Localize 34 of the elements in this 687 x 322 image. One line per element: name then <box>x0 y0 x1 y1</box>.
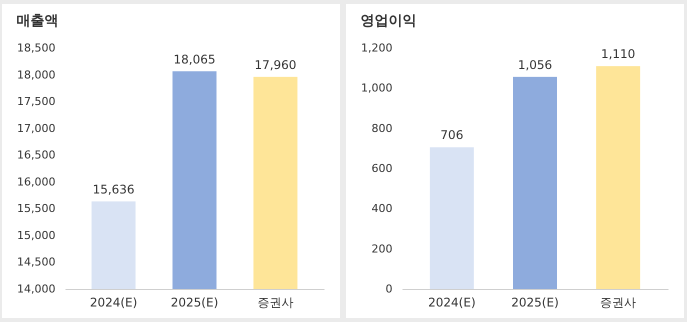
y-tick-label: 800 <box>372 122 392 135</box>
chart-title: 매출액 <box>16 13 59 29</box>
x-tick-label: 2024(E) <box>428 296 476 310</box>
y-tick-label: 17,000 <box>17 122 56 135</box>
y-tick-label: 14,000 <box>17 282 56 296</box>
y-tick-label: 200 <box>372 242 392 256</box>
data-label: 18,065 <box>174 52 216 66</box>
y-tick-label: 15,500 <box>17 202 56 216</box>
data-label: 1,110 <box>600 47 636 62</box>
y-tick-label: 15,000 <box>17 228 56 242</box>
x-tick-label: 2024(E) <box>90 296 138 310</box>
chart-title: 영업이익 <box>360 13 417 29</box>
data-label: 706 <box>440 128 464 142</box>
data-label: 17,960 <box>254 58 296 72</box>
x-tick-label: 2025(E) <box>511 296 559 310</box>
data-label: 1,056 <box>518 58 552 72</box>
bar <box>596 66 640 289</box>
y-tick-label: 1,200 <box>361 42 392 54</box>
bar <box>430 147 474 289</box>
x-tick-label: 2025(E) <box>170 296 218 310</box>
y-tick-label: 17,500 <box>17 95 56 108</box>
y-tick-label: 14,500 <box>17 256 56 269</box>
y-tick-label: 600 <box>372 162 392 175</box>
y-tick-label: 16,500 <box>17 148 56 162</box>
y-tick-label: 18,500 <box>17 42 56 54</box>
x-tick-label: 증권사 <box>257 296 294 310</box>
bar <box>513 76 557 289</box>
data-label: 15,636 <box>92 182 135 196</box>
y-tick-label: 18,000 <box>17 68 56 82</box>
y-tick-label: 0 <box>386 282 392 296</box>
y-tick-label: 16,000 <box>17 175 56 188</box>
y-tick-label: 400 <box>372 202 392 216</box>
y-tick-label: 1,000 <box>361 82 392 95</box>
x-tick-label: 증권사 <box>600 296 636 310</box>
